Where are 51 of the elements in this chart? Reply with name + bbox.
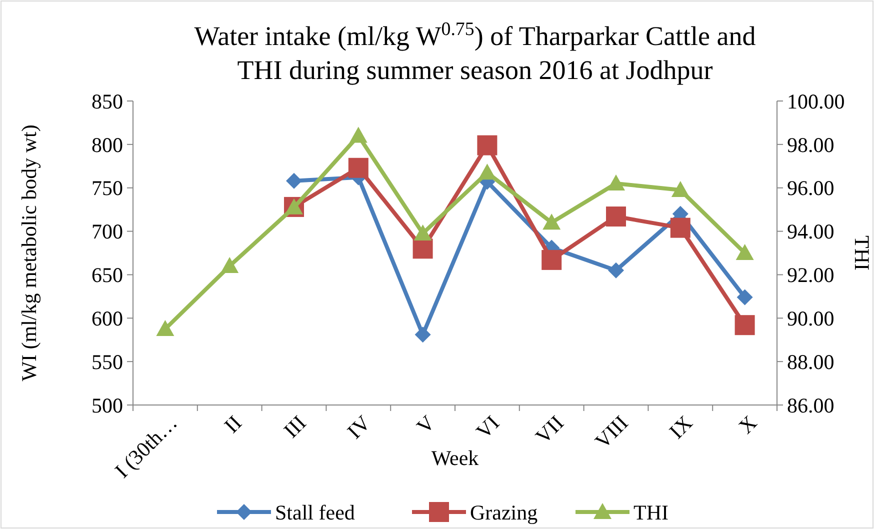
y2-axis-title: THI <box>850 236 874 270</box>
point <box>607 174 625 191</box>
point <box>156 320 174 336</box>
x-tick-label: III <box>278 410 311 443</box>
x-tick-label: VI <box>471 410 504 444</box>
y2-tick-label: 86.00 <box>787 393 834 418</box>
legend-label: THI <box>634 500 668 524</box>
y-tick-label: 500 <box>92 393 123 418</box>
x-tick-label: VII <box>530 410 568 448</box>
point <box>671 181 690 198</box>
x-axis-title: Week <box>431 446 480 470</box>
point <box>606 206 626 227</box>
point <box>736 289 753 306</box>
x-tick-label: VIII <box>590 410 633 454</box>
y-tick-label: 800 <box>92 132 123 157</box>
chart-title: Water intake (ml/kg W$^{0.75}$) of Tharparkar Cattle and THI during summer season 2016 at Jodhpur <box>194 18 756 85</box>
y2-tick-label: 98.00 <box>787 132 834 157</box>
point <box>736 244 754 260</box>
point <box>542 214 561 230</box>
point <box>542 250 562 270</box>
y-tick-label: 750 <box>92 176 123 200</box>
point <box>477 135 498 156</box>
point <box>286 172 302 189</box>
y-tick-label: 550 <box>92 350 123 374</box>
y2-tick-label: 96.00 <box>787 176 834 200</box>
y2-tick-label: 94.00 <box>787 220 834 244</box>
x-tick-label: II <box>219 410 246 438</box>
point <box>734 315 755 336</box>
y2-tick-label: 100.00 <box>787 89 845 114</box>
legend-label: Grazing <box>470 500 538 524</box>
x-tick-label: IV <box>342 410 376 444</box>
point <box>414 326 431 343</box>
y-tick-label: 600 <box>92 306 123 330</box>
x-tick-label: X <box>734 410 762 438</box>
point <box>608 262 624 278</box>
point <box>414 224 432 240</box>
point <box>412 238 433 259</box>
y-axis-title: WI (ml/kg metabolic body wt) <box>17 124 41 382</box>
point <box>349 126 368 143</box>
x-tick-label: IX <box>664 410 698 444</box>
x-tick-label: V <box>412 410 440 438</box>
y2-tick-label: 88.00 <box>787 350 834 374</box>
y-tick-label: 700 <box>92 220 123 244</box>
point <box>670 218 690 238</box>
y2-tick-label: 90.00 <box>787 306 834 330</box>
point <box>348 158 368 178</box>
y-tick-label: 650 <box>92 263 123 288</box>
legend-label: Stall feed <box>275 500 356 524</box>
y-tick-label: 850 <box>92 89 123 114</box>
y2-tick-label: 92.00 <box>787 263 834 288</box>
point <box>220 257 239 274</box>
